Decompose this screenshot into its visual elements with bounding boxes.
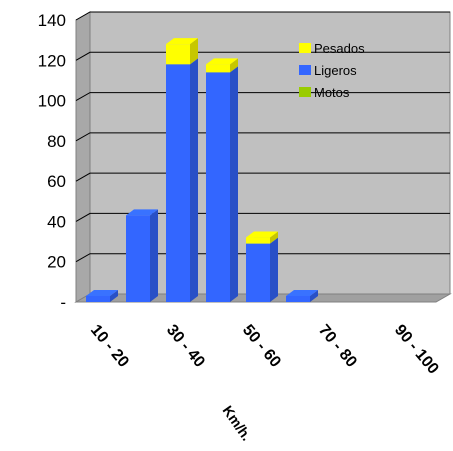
- bar-side: [190, 58, 198, 302]
- bar-ligeros-10-20: [86, 289, 118, 302]
- bar-ligeros-30-40: [166, 58, 198, 302]
- bar-side: [150, 209, 158, 302]
- bar-front: [286, 295, 310, 302]
- legend-swatch-motos: [299, 87, 311, 97]
- legend: Pesados Ligeros Motos: [299, 41, 365, 100]
- bar-side: [270, 237, 278, 302]
- side-wall: [75, 11, 91, 303]
- bar-ligeros-60-70: [286, 289, 318, 302]
- bar-side: [310, 289, 318, 302]
- legend-swatch-pesados: [299, 43, 311, 53]
- bar-front: [206, 72, 230, 302]
- bar-front: [206, 64, 230, 73]
- bar-top: [126, 209, 158, 216]
- y-tick-120: 120: [38, 51, 66, 70]
- x-tick-50-60: 50 - 60: [239, 322, 284, 371]
- y-tick-zero: -: [60, 293, 66, 312]
- bars: [86, 38, 318, 302]
- x-tick-70-80: 70 - 80: [315, 322, 360, 371]
- bar-front: [166, 44, 190, 65]
- gridline-40: [75, 212, 450, 222]
- gridline-20: [75, 253, 450, 263]
- bar-side: [270, 231, 278, 244]
- y-tick-100: 100: [38, 92, 66, 111]
- gridline-120: [75, 51, 450, 61]
- x-tick-10-20: 10 - 20: [87, 322, 132, 371]
- bar-pesados-30-40: [166, 38, 198, 65]
- gridline-140: [75, 11, 450, 21]
- bar-front: [166, 64, 190, 302]
- bar-top: [166, 38, 198, 45]
- y-tick-80: 80: [47, 132, 66, 151]
- bar-front: [126, 215, 150, 302]
- legend-label-ligeros: Ligeros: [314, 63, 357, 78]
- bar-side: [230, 66, 238, 302]
- y-tick-20: 20: [47, 253, 66, 272]
- bar-ligeros-50-60: [246, 237, 278, 302]
- gridline-80: [75, 132, 450, 142]
- x-tick-30-40: 30 - 40: [163, 322, 208, 371]
- bar-ligeros-40-50: [206, 66, 238, 302]
- bar-front: [246, 237, 270, 244]
- bar-top: [246, 231, 278, 238]
- bar-ligeros-20-30: [126, 209, 158, 302]
- y-tick-140: 140: [38, 11, 66, 30]
- gridline-60: [75, 172, 450, 182]
- bar-side: [230, 58, 238, 73]
- y-axis-ticks: - 20 40 60 80 100 120 140: [38, 11, 66, 312]
- bar-top: [286, 289, 318, 296]
- bar-pesados-50-60: [246, 231, 278, 244]
- bar-front: [246, 243, 270, 302]
- legend-label-motos: Motos: [314, 85, 350, 100]
- legend-swatch-ligeros: [299, 65, 311, 75]
- y-tick-40: 40: [47, 212, 66, 231]
- x-axis-label: Km/h.: [220, 403, 255, 444]
- bar-side: [110, 289, 118, 302]
- bar-front: [86, 295, 110, 302]
- bar-side: [190, 38, 198, 65]
- bar-pesados-40-50: [206, 58, 238, 73]
- gridlines: [75, 11, 450, 263]
- y-tick-60: 60: [47, 172, 66, 191]
- x-axis-ticks: 10 - 20 30 - 40 50 - 60 70 - 80 90 - 100: [87, 322, 442, 378]
- bar-top: [86, 289, 118, 296]
- bar-top: [206, 58, 238, 65]
- gridline-100: [75, 92, 450, 102]
- x-tick-90-100: 90 - 100: [391, 322, 442, 378]
- legend-label-pesados: Pesados: [314, 41, 365, 56]
